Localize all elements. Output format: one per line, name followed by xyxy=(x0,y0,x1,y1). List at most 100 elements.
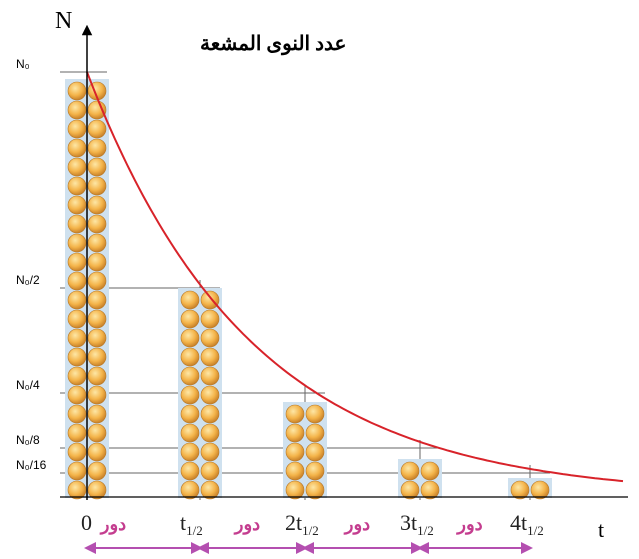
nucleus xyxy=(305,461,325,481)
nucleus xyxy=(400,461,420,481)
nucleus xyxy=(87,195,107,215)
nucleus xyxy=(67,138,87,158)
x-label-main: 2t xyxy=(285,510,302,535)
nucleus xyxy=(87,423,107,443)
x-axis-label: t xyxy=(598,517,604,542)
nucleus xyxy=(200,328,220,348)
nucleus xyxy=(200,309,220,329)
nucleus xyxy=(67,119,87,139)
nucleus xyxy=(87,290,107,310)
period-label: دور xyxy=(99,514,126,535)
nucleus xyxy=(87,214,107,234)
nucleus xyxy=(180,442,200,462)
nucleus xyxy=(305,442,325,462)
nucleus xyxy=(200,404,220,424)
x-label-main: 0 xyxy=(81,510,92,535)
x-tick-label: 0 xyxy=(81,510,92,535)
x-label-main: t xyxy=(180,510,186,535)
nucleus xyxy=(67,176,87,196)
x-label-main: 3t xyxy=(400,510,417,535)
nucleus xyxy=(200,480,220,500)
nucleus xyxy=(180,290,200,310)
nucleus xyxy=(87,138,107,158)
nucleus xyxy=(285,442,305,462)
nucleus xyxy=(180,423,200,443)
nucleus xyxy=(67,328,87,348)
nucleus xyxy=(200,423,220,443)
nucleus xyxy=(67,385,87,405)
nucleus xyxy=(67,157,87,177)
nucleus xyxy=(67,480,87,500)
nucleus xyxy=(180,347,200,367)
nucleus xyxy=(87,404,107,424)
nucleus xyxy=(285,480,305,500)
nucleus xyxy=(305,423,325,443)
y-axis-label: N xyxy=(55,8,72,34)
nucleus xyxy=(87,480,107,500)
nucleus xyxy=(87,100,107,120)
nucleus xyxy=(180,328,200,348)
nucleus xyxy=(180,385,200,405)
nucleus xyxy=(420,480,440,500)
nucleus xyxy=(87,347,107,367)
nucleus xyxy=(67,214,87,234)
x-tick-label: 3t1/2 xyxy=(400,510,434,538)
x-label-sub: 1/2 xyxy=(186,523,203,538)
nucleus xyxy=(87,176,107,196)
nucleus xyxy=(67,461,87,481)
nucleus xyxy=(285,423,305,443)
y-level-label: N₀/8 xyxy=(16,433,40,447)
nucleus xyxy=(87,461,107,481)
nucleus xyxy=(87,366,107,386)
period-label: دور xyxy=(233,514,260,535)
x-tick-label: t1/2 xyxy=(180,510,203,538)
period-label: دور xyxy=(343,514,370,535)
nucleus xyxy=(67,271,87,291)
nucleus xyxy=(87,309,107,329)
nucleus xyxy=(87,442,107,462)
y-level-label: N₀/2 xyxy=(16,273,40,287)
nucleus xyxy=(87,271,107,291)
nucleus xyxy=(180,480,200,500)
nucleus xyxy=(67,366,87,386)
nucleus xyxy=(87,385,107,405)
nucleus xyxy=(180,404,200,424)
nucleus xyxy=(67,195,87,215)
y-level-label: N₀/16 xyxy=(16,458,47,472)
nucleus xyxy=(530,480,550,500)
nucleus xyxy=(67,290,87,310)
decay-curve xyxy=(86,71,624,483)
nucleus xyxy=(87,328,107,348)
nucleus xyxy=(87,119,107,139)
y-level-label: N₀/4 xyxy=(16,378,40,392)
nucleus xyxy=(200,366,220,386)
nucleus xyxy=(400,480,420,500)
nucleus xyxy=(87,157,107,177)
nucleus xyxy=(67,404,87,424)
nucleus xyxy=(200,290,220,310)
nucleus xyxy=(67,233,87,253)
x-label-sub: 1/2 xyxy=(417,523,434,538)
x-tick-label: 4t1/2 xyxy=(510,510,544,538)
nucleus xyxy=(200,461,220,481)
period-label: دور xyxy=(455,514,482,535)
nucleus xyxy=(510,480,530,500)
nucleus xyxy=(67,442,87,462)
y-axis-title: عدد النوى المشعة xyxy=(200,33,346,56)
nucleus xyxy=(67,252,87,272)
x-tick-label: 2t1/2 xyxy=(285,510,319,538)
nucleus xyxy=(200,442,220,462)
nucleus xyxy=(285,404,305,424)
nucleus xyxy=(87,252,107,272)
nucleus xyxy=(305,480,325,500)
nucleus xyxy=(285,461,305,481)
y-level-label: N₀ xyxy=(16,57,30,71)
nucleus xyxy=(67,100,87,120)
nucleus xyxy=(67,81,87,101)
nucleus xyxy=(200,347,220,367)
nucleus xyxy=(180,309,200,329)
x-label-main: 4t xyxy=(510,510,527,535)
nucleus xyxy=(67,347,87,367)
